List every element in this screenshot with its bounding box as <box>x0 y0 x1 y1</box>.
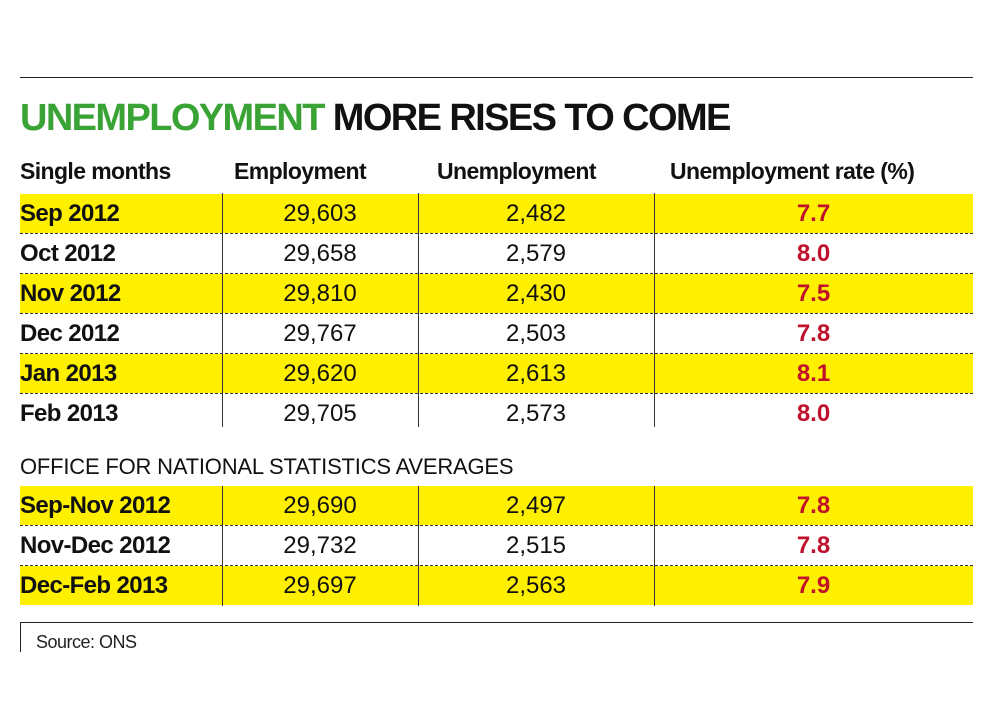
unemployment-cell: 2,563 <box>505 572 567 599</box>
column-divider <box>418 193 419 427</box>
rate-cell: 8.0 <box>796 400 831 427</box>
rate-cell: 7.7 <box>796 200 831 227</box>
employment-cell: 29,810 <box>283 280 357 307</box>
employment-cell: 29,767 <box>283 320 357 347</box>
table-row: Dec-Feb 2013 29,697 2,563 7.9 <box>20 566 973 605</box>
employment-cell: 29,658 <box>283 240 357 267</box>
column-divider <box>222 486 223 606</box>
column-divider <box>654 486 655 606</box>
section-label: OFFICE FOR NATIONAL STATISTICS AVERAGES <box>20 454 514 479</box>
bottom-tick <box>20 622 21 652</box>
employment-cell: 29,690 <box>283 492 357 519</box>
table-row: Sep-Nov 2012 29,690 2,497 7.8 <box>20 486 973 526</box>
employment-cell: 29,705 <box>283 400 357 427</box>
table-row: Jan 2013 29,620 2,613 8.1 <box>20 354 973 394</box>
period-cell: Oct 2012 <box>20 240 116 267</box>
column-header-unemployment: Unemployment <box>437 158 597 184</box>
period-cell: Jan 2013 <box>20 360 117 387</box>
column-header-rate: Unemployment rate (%) <box>670 158 915 184</box>
row-divider <box>20 273 973 274</box>
employment-cell: 29,732 <box>283 532 357 559</box>
column-header-employment: Employment <box>234 158 367 184</box>
row-divider <box>20 393 973 394</box>
unemployment-cell: 2,482 <box>505 200 567 227</box>
rate-cell: 7.9 <box>796 572 831 599</box>
unemployment-cell: 2,497 <box>505 492 567 519</box>
title-highlight: UNEMPLOYMENT <box>20 97 325 139</box>
table-row: Dec 2012 29,767 2,503 7.8 <box>20 314 973 354</box>
row-divider <box>20 233 973 234</box>
top-rule <box>20 77 973 78</box>
row-divider <box>20 525 973 526</box>
rate-cell: 7.8 <box>796 492 831 519</box>
period-cell: Nov 2012 <box>20 280 121 307</box>
period-cell: Nov-Dec 2012 <box>20 532 171 559</box>
column-divider <box>654 193 655 427</box>
unemployment-cell: 2,613 <box>505 360 567 387</box>
table-row: Nov-Dec 2012 29,732 2,515 7.8 <box>20 526 973 566</box>
column-header-period: Single months <box>20 158 171 184</box>
table-row: Sep 2012 29,603 2,482 7.7 <box>20 194 973 234</box>
bottom-rule <box>20 622 973 623</box>
chart-title: UNEMPLOYMENT MORE RISES TO COME <box>20 96 732 140</box>
unemployment-cell: 2,430 <box>505 280 567 307</box>
employment-cell: 29,603 <box>283 200 357 227</box>
title-rest: MORE RISES TO COME <box>332 97 732 139</box>
row-divider <box>20 565 973 566</box>
row-divider <box>20 313 973 314</box>
table-row: Oct 2012 29,658 2,579 8.0 <box>20 234 973 274</box>
row-divider <box>20 353 973 354</box>
rate-cell: 7.5 <box>796 280 831 307</box>
source-note: Source: ONS <box>36 632 137 652</box>
period-cell: Dec 2012 <box>20 320 120 347</box>
table-row: Nov 2012 29,810 2,430 7.5 <box>20 274 973 314</box>
employment-cell: 29,620 <box>283 360 357 387</box>
period-cell: Feb 2013 <box>20 400 119 427</box>
rate-cell: 7.8 <box>796 320 831 347</box>
period-cell: Dec-Feb 2013 <box>20 572 168 599</box>
rate-cell: 8.0 <box>796 240 831 267</box>
period-cell: Sep 2012 <box>20 200 120 227</box>
unemployment-cell: 2,503 <box>505 320 567 347</box>
period-cell: Sep-Nov 2012 <box>20 492 171 519</box>
column-divider <box>418 486 419 606</box>
unemployment-cell: 2,573 <box>505 400 567 427</box>
table-row: Feb 2013 29,705 2,573 8.0 <box>20 394 973 433</box>
unemployment-cell: 2,515 <box>505 532 567 559</box>
employment-cell: 29,697 <box>283 572 357 599</box>
unemployment-cell: 2,579 <box>505 240 567 267</box>
rate-cell: 8.1 <box>796 360 831 387</box>
rate-cell: 7.8 <box>796 532 831 559</box>
column-divider <box>222 193 223 427</box>
